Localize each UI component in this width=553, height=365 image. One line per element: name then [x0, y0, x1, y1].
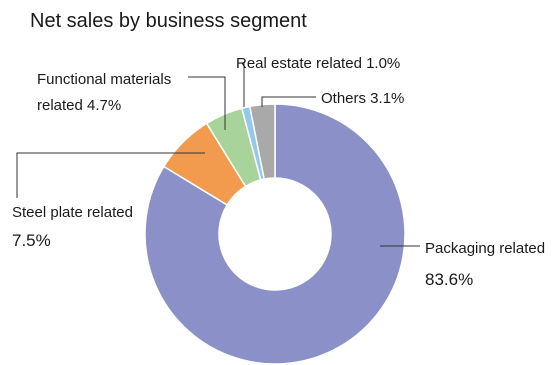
- label-steel: Steel plate related: [12, 204, 133, 221]
- slices-group: [144, 103, 406, 365]
- value-steel: 7.5%: [12, 231, 51, 250]
- leader-line-others: [261, 96, 316, 107]
- value-functional: related 4.7%: [37, 97, 121, 114]
- value-packaging: 83.6%: [425, 270, 473, 289]
- leader-line-functional: [188, 76, 226, 130]
- chart-title: Net sales by business segment: [30, 10, 307, 32]
- slice-others: [248, 103, 276, 180]
- slice-packaging: [144, 103, 406, 365]
- label-functional: Functional materials: [37, 71, 171, 88]
- leader-line-steel: [16, 152, 205, 198]
- label-packaging: Packaging related: [425, 240, 545, 257]
- label-others: Others 3.1%: [321, 90, 404, 107]
- label-real-estate: Real estate related 1.0%: [236, 55, 400, 72]
